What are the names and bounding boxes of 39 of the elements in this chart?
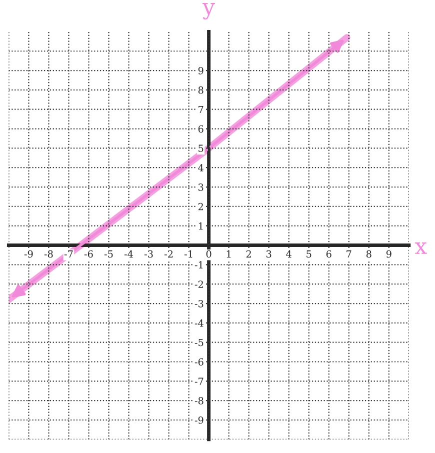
y-tick-label: 1 [198,222,203,230]
y-tick-label: -8 [194,397,204,404]
x-tick-label: 0 [206,250,212,258]
x-tick-label: 3 [266,250,272,258]
x-tick-label: -7 [64,250,73,258]
x-tick-label: 1 [226,250,231,258]
x-tick-label: 8 [366,250,372,258]
y-tick-label: 4 [198,164,204,172]
y-tick-label: 3 [198,184,204,191]
x-tick-label: 6 [326,250,332,258]
y-tick-label: -6 [194,358,204,366]
x-tick-label: -3 [144,250,153,258]
y-tick-label: 2 [198,202,203,210]
y-tick-label: -7 [194,378,204,385]
y-tick-label: -4 [194,319,204,327]
x-tick-label: -1 [184,250,192,258]
x-tick-label: -4 [124,250,134,258]
x-tick-label: -9 [24,250,33,258]
y-tick-label: 9 [198,67,204,74]
y-tick-label: -2 [194,280,203,288]
x-tick-label: 5 [306,250,312,258]
y-tick-label: 5 [198,144,204,152]
x-tick-label: 7 [346,250,352,258]
y-tick-label: 8 [198,86,204,94]
x-tick-label: -5 [104,250,113,258]
y-tick-label: -1 [194,261,203,268]
y-tick-label: 7 [198,106,204,114]
x-tick-label: 4 [286,250,292,258]
y-tick-label: 6 [198,125,204,133]
y-tick-label: -3 [194,300,204,308]
x-tick-label: -6 [84,250,93,258]
x-tick-label: -2 [164,250,173,258]
x-axis-title: x [414,242,427,254]
x-tick-label: -8 [44,250,53,258]
y-tick-label: -5 [194,338,204,346]
y-axis-title: y [202,3,216,20]
y-tick-label: -9 [194,416,204,424]
x-tick-label: 2 [246,250,251,258]
x-tick-label: 9 [386,250,392,258]
